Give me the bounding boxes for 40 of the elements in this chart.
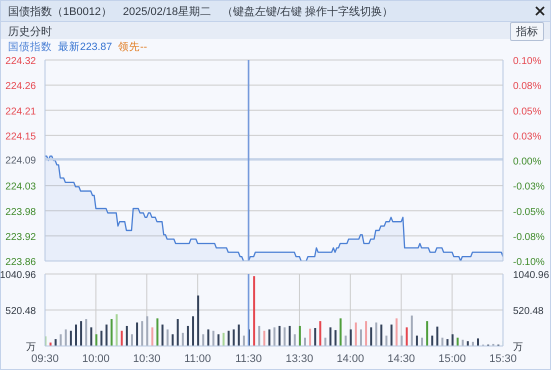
y-tick-label: 224.15	[5, 131, 36, 142]
x-tick-label: 15:00	[438, 352, 466, 365]
y2-tick-label: 万	[513, 342, 523, 353]
text: 国债指数	[8, 41, 52, 53]
y2-tick-label: 0.00%	[513, 156, 542, 168]
y-tick-label: 520.48	[5, 306, 36, 317]
text: 指标	[510, 22, 544, 41]
chart-title: 国债指数（1B0012） 2025/02/18星期二 （键盘左键/右键 操作十字线切换）	[8, 4, 394, 19]
y2-tick-label: 0.08%	[513, 81, 542, 92]
chart-subtitle: 历史分时	[8, 25, 52, 39]
text: 领先--	[118, 41, 148, 53]
y-tick-label: 224.09	[5, 155, 36, 166]
x-tick-label: 10:30	[133, 352, 161, 365]
x-tick-label: 10:00	[82, 352, 110, 365]
x-tick-label: 14:30	[387, 352, 415, 365]
x-tick-label: 11:30	[235, 352, 262, 365]
x-tick-label: 09:30	[31, 352, 59, 365]
y2-tick-label: 0.10%	[513, 56, 542, 67]
y2-tick-label: 520.48	[513, 306, 544, 317]
y2-tick-label: 0.05%	[513, 106, 542, 118]
y2-tick-label: -0.05%	[513, 206, 545, 218]
y-tick-label: 1040.96	[0, 270, 36, 281]
y2-tick-label: -0.08%	[513, 232, 545, 243]
y-tick-label: 223.98	[5, 206, 36, 218]
y-tick-label: 224.26	[5, 81, 36, 92]
y-tick-label: 224.21	[5, 106, 36, 118]
text: 最新223.87	[58, 41, 112, 53]
y2-tick-label: 1040.96	[513, 270, 550, 281]
y-tick-label: 224.32	[5, 56, 36, 67]
y2-tick-label: 0.03%	[513, 131, 542, 142]
y2-tick-label: -0.10%	[513, 257, 545, 268]
y2-tick-label: -0.03%	[513, 182, 545, 193]
x-tick-label: 15:30	[489, 352, 517, 365]
x-tick-label: 11:00	[184, 352, 212, 365]
y-tick-label: 223.92	[5, 232, 36, 243]
y-tick-label: 万	[26, 342, 36, 353]
y-tick-label: 223.86	[5, 257, 36, 268]
y-tick-label: 224.03	[5, 182, 36, 193]
x-tick-label: 13:30	[286, 352, 314, 365]
x-tick-label: 14:00	[336, 352, 364, 365]
